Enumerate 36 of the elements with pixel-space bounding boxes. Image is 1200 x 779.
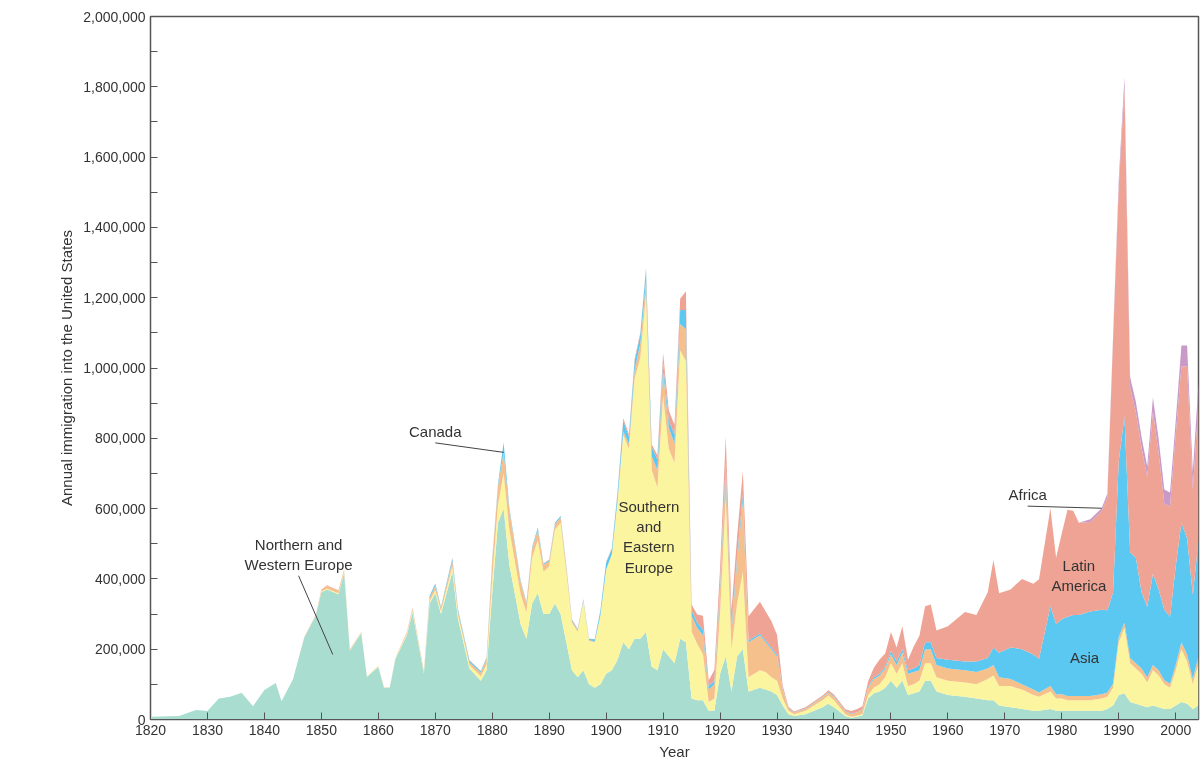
x-tick-label: 1840: [248, 721, 281, 738]
y-tick-label: 1,200,000: [83, 289, 146, 306]
y-tick-label: 200,000: [94, 641, 146, 658]
x-tick-label: 1910: [647, 721, 679, 738]
x-tick-label: 1950: [875, 721, 907, 738]
x-tick-label: 1920: [704, 721, 736, 738]
x-tick-label: 1900: [590, 721, 622, 738]
x-tick-label: 1940: [818, 721, 850, 738]
x-axis-title: Year: [659, 742, 690, 760]
y-tick-label: 1,400,000: [83, 219, 146, 236]
y-tick-label: 800,000: [94, 430, 146, 447]
x-tick-label: 1830: [191, 721, 224, 738]
x-tick-label: 1850: [305, 721, 338, 738]
y-tick-label: 400,000: [94, 570, 146, 587]
y-tick-label: 1,600,000: [83, 149, 146, 166]
y-tick-label: 1,800,000: [83, 78, 146, 95]
x-tick-label: 1930: [761, 721, 793, 738]
x-tick-label: 1960: [932, 721, 964, 738]
y-axis-title: Annual immigration into the United States: [58, 230, 76, 506]
x-tick-label: 1970: [989, 721, 1021, 738]
x-tick-label: 1990: [1103, 721, 1135, 738]
x-tick-label: 2000: [1160, 721, 1192, 738]
x-tick-label: 1890: [533, 721, 565, 738]
series-label: Africa: [1008, 486, 1048, 504]
series-label: Asia: [1070, 649, 1100, 667]
y-tick-label: 600,000: [94, 500, 146, 517]
x-tick-label: 1860: [362, 721, 395, 738]
series-label: Northern and Western Europe: [244, 535, 353, 573]
series-label: Latin America: [1051, 556, 1108, 595]
x-tick-label: 1880: [476, 721, 509, 738]
y-tick-label: 2,000,000: [83, 8, 146, 25]
series-label: Southern and Eastern Europe: [618, 497, 680, 576]
x-tick-label: 1870: [419, 721, 452, 738]
y-tick-label: 1,000,000: [83, 360, 146, 376]
x-tick-label: 1980: [1046, 721, 1078, 738]
text: Canada: [409, 422, 463, 440]
